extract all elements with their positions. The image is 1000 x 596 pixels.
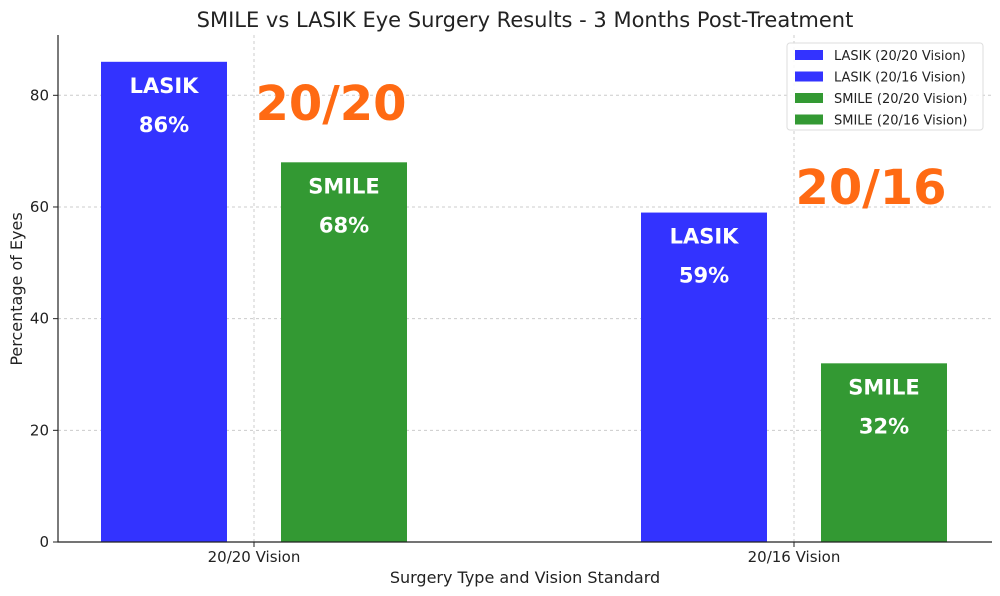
legend-label: LASIK (20/16 Vision) <box>834 71 966 86</box>
bar-value-label: 59% <box>679 264 729 288</box>
y-axis-label: Percentage of Eyes <box>7 212 26 365</box>
axes-frame <box>57 35 992 543</box>
bar <box>641 212 767 542</box>
y-tick-label: 40 <box>30 310 49 328</box>
bar-label: SMILE <box>308 174 380 198</box>
legend-label: SMILE (20/20 Vision) <box>834 92 967 107</box>
bar-value-label: 32% <box>859 414 909 438</box>
bar-label: SMILE <box>848 375 920 399</box>
legend-label: LASIK (20/20 Vision) <box>834 49 966 64</box>
x-tick-label: 20/20 Vision <box>208 548 301 566</box>
chart-title: SMILE vs LASIK Eye Surgery Results - 3 M… <box>197 8 854 32</box>
y-tick-label: 80 <box>30 86 49 104</box>
x-axis-label: Surgery Type and Vision Standard <box>390 568 660 587</box>
bar-value-label: 68% <box>319 213 369 237</box>
legend-label: SMILE (20/16 Vision) <box>834 114 967 129</box>
y-tick-label: 0 <box>39 533 49 551</box>
y-tick-label: 60 <box>30 198 49 216</box>
bar-label: LASIK <box>670 225 740 249</box>
bar <box>281 162 407 543</box>
legend-swatch <box>795 50 823 60</box>
bar <box>101 61 227 543</box>
annotation: 20/16 <box>795 160 946 216</box>
bar <box>821 363 947 542</box>
y-tick-label: 20 <box>30 421 49 439</box>
bar-label: LASIK <box>130 74 200 98</box>
legend-swatch <box>795 93 823 103</box>
x-tick-label: 20/16 Vision <box>748 548 841 566</box>
annotation: 20/20 <box>255 76 406 132</box>
legend-swatch <box>795 114 823 125</box>
legend-box <box>786 42 984 131</box>
legend-swatch <box>795 71 823 82</box>
bar-value-label: 86% <box>139 113 189 137</box>
